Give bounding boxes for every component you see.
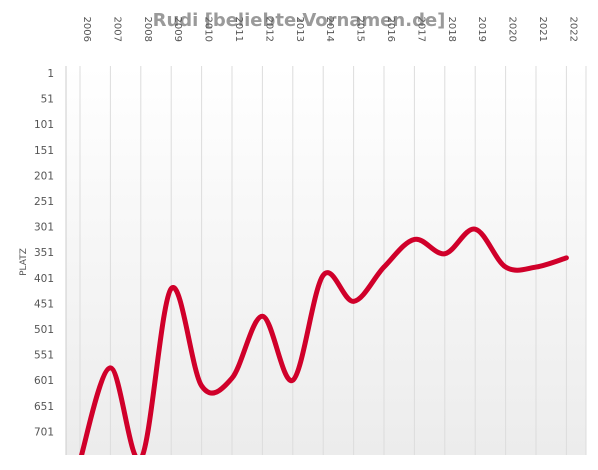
y-axis-label: PLATZ: [19, 248, 29, 276]
y-tick-label: 251: [34, 196, 54, 208]
series-layer: [79, 226, 569, 455]
y-tick-label: 601: [34, 375, 54, 387]
x-tick-label: 2013: [294, 17, 305, 42]
y-tick-label: 101: [34, 119, 54, 131]
y-axis: 1511011512012513013514014515015516016517…: [34, 68, 54, 438]
y-tick-label: 651: [34, 401, 54, 413]
grid: [79, 66, 587, 455]
x-axis: 2006 2007 2008 2009 2010 2011 2012 2013 2014 2015…: [81, 17, 578, 42]
x-tick-label: 2015: [355, 17, 366, 42]
y-tick-label: 501: [34, 324, 54, 336]
x-tick-label: 2009: [172, 17, 183, 42]
x-tick-label: 2007: [111, 17, 122, 42]
x-tick-label: 2021: [537, 17, 548, 42]
x-tick-label: 2006: [81, 17, 92, 42]
plot-background: [66, 66, 586, 455]
x-tick-label: 2016: [385, 17, 396, 42]
y-tick-label: 201: [34, 170, 54, 182]
x-tick-label: 2011: [233, 17, 244, 42]
x-tick-label: 2012: [263, 17, 274, 42]
x-tick-label: 2018: [446, 17, 457, 42]
series-line: [79, 226, 569, 455]
x-tick-label: 2020: [507, 17, 518, 42]
y-tick-label: 551: [34, 350, 54, 362]
x-tick-label: 2008: [142, 17, 153, 42]
x-tick-label: 2014: [324, 17, 335, 42]
y-tick-label: 301: [34, 222, 54, 234]
chart-title: Rudi [beliebte-Vornamen.de]: [153, 10, 446, 31]
x-tick-label: 2010: [203, 17, 214, 42]
x-tick-label: 2019: [476, 17, 487, 42]
y-tick-label: 701: [34, 426, 54, 438]
y-tick-label: 451: [34, 298, 54, 310]
y-tick-label: 151: [34, 145, 54, 157]
y-tick-label: 1: [47, 68, 54, 80]
x-tick-label: 2017: [415, 17, 426, 42]
y-tick-label: 51: [41, 94, 54, 106]
x-tick-label: 2022: [567, 17, 578, 42]
y-tick-label: 351: [34, 247, 54, 259]
y-tick-label: 401: [34, 273, 54, 285]
